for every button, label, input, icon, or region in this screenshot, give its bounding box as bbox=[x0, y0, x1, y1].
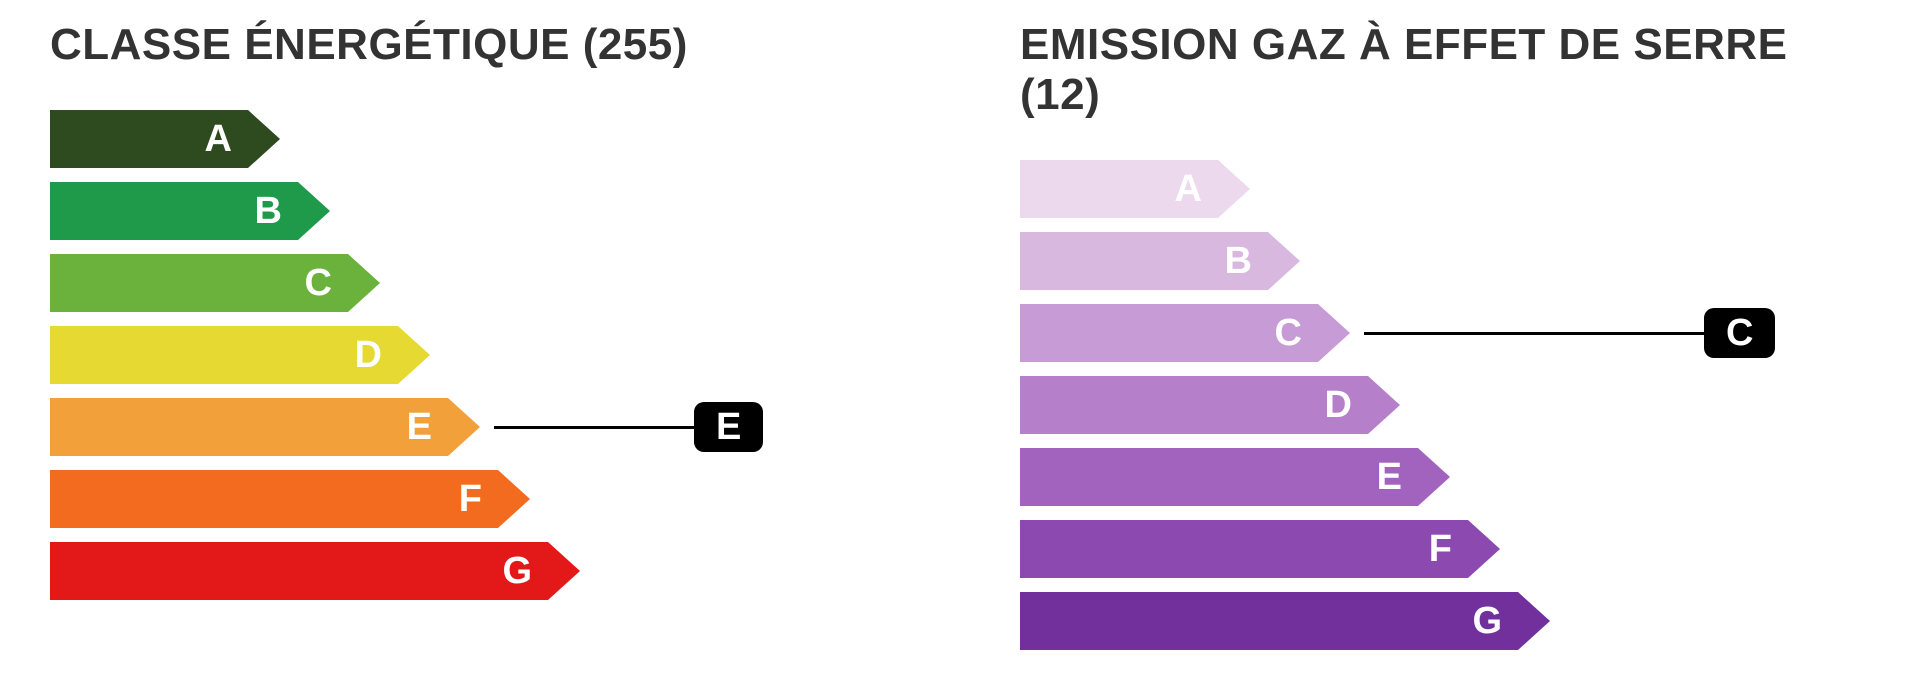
ges-title: EMISSION GAZ À EFFET DE SERRE (12) bbox=[1020, 20, 1870, 120]
ges-bar-row-f: F bbox=[1020, 520, 1870, 578]
energy-bar-label-f: F bbox=[50, 470, 492, 528]
ges-bar-label-c: C bbox=[1020, 304, 1312, 362]
energy-title: CLASSE ÉNERGÉTIQUE (255) bbox=[50, 20, 900, 70]
ges-bars: ABCCDEFG bbox=[1020, 160, 1870, 650]
ges-bar-label-e: E bbox=[1020, 448, 1412, 506]
ges-bar-label-b: B bbox=[1020, 232, 1262, 290]
energy-pointer-badge: E bbox=[694, 402, 763, 452]
energy-bar-label-g: G bbox=[50, 542, 542, 600]
energy-bar-row-b: B bbox=[50, 182, 900, 240]
energy-panel: CLASSE ÉNERGÉTIQUE (255) ABCDEEFG bbox=[50, 20, 900, 664]
ges-bar-row-d: D bbox=[1020, 376, 1870, 434]
ges-bar-row-b: B bbox=[1020, 232, 1870, 290]
ges-bar-label-a: A bbox=[1020, 160, 1212, 218]
ges-pointer-line bbox=[1364, 332, 1704, 335]
energy-bar-row-f: F bbox=[50, 470, 900, 528]
energy-bar-row-c: C bbox=[50, 254, 900, 312]
energy-bar-label-d: D bbox=[50, 326, 392, 384]
ges-bar-row-g: G bbox=[1020, 592, 1870, 650]
energy-bar-row-e: EE bbox=[50, 398, 900, 456]
energy-bar-row-g: G bbox=[50, 542, 900, 600]
ges-bar-label-f: F bbox=[1020, 520, 1462, 578]
energy-pointer-line bbox=[494, 426, 694, 429]
ges-panel: EMISSION GAZ À EFFET DE SERRE (12) ABCCD… bbox=[1020, 20, 1870, 664]
ges-bar-row-e: E bbox=[1020, 448, 1870, 506]
ges-bar-row-a: A bbox=[1020, 160, 1870, 218]
ges-bar-row-c: CC bbox=[1020, 304, 1870, 362]
energy-bar-label-e: E bbox=[50, 398, 442, 456]
energy-bars: ABCDEEFG bbox=[50, 110, 900, 600]
energy-bar-label-a: A bbox=[50, 110, 242, 168]
ges-bar-label-g: G bbox=[1020, 592, 1512, 650]
energy-bar-label-c: C bbox=[50, 254, 342, 312]
ges-bar-label-d: D bbox=[1020, 376, 1362, 434]
energy-bar-row-a: A bbox=[50, 110, 900, 168]
ges-pointer-badge: C bbox=[1704, 308, 1775, 358]
energy-bar-row-d: D bbox=[50, 326, 900, 384]
energy-bar-label-b: B bbox=[50, 182, 292, 240]
diagram-container: CLASSE ÉNERGÉTIQUE (255) ABCDEEFG EMISSI… bbox=[0, 0, 1920, 684]
